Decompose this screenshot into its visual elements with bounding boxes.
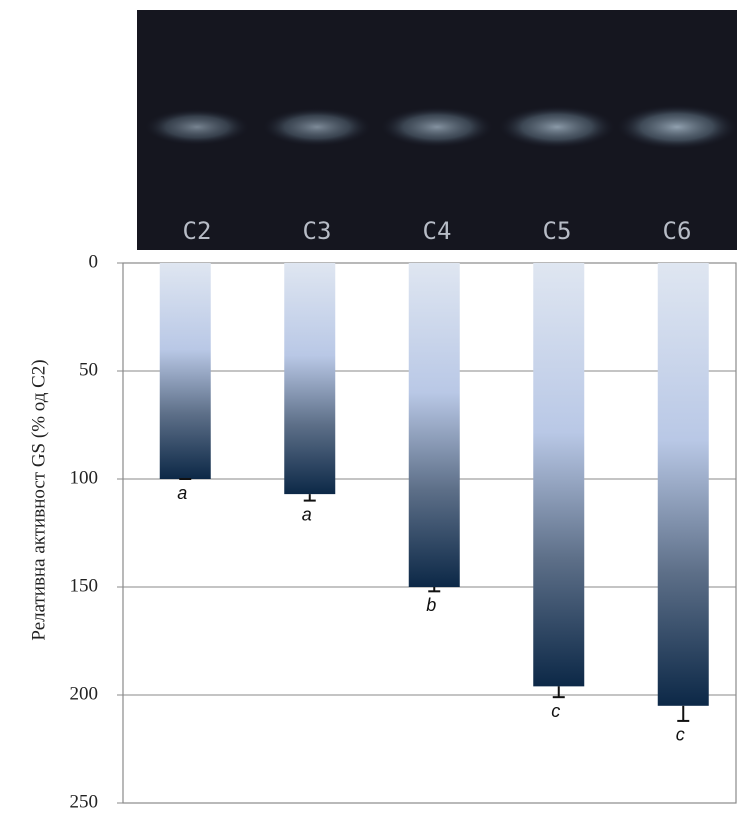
significance-letter: c	[676, 725, 685, 745]
y-tick-label: 100	[70, 467, 99, 488]
y-axis-label: Релативна активност GS (% од C2)	[28, 359, 49, 640]
bar	[159, 263, 211, 479]
gel-band	[145, 109, 249, 145]
y-tick-label: 250	[70, 791, 99, 812]
significance-letter: a	[177, 483, 187, 503]
bar	[408, 263, 460, 587]
bar	[657, 263, 709, 706]
gel-band	[263, 108, 371, 146]
y-tick-label: 200	[70, 683, 99, 704]
y-tick-label: 150	[70, 575, 99, 596]
significance-letter: b	[426, 595, 436, 615]
y-tick-label: 50	[79, 359, 98, 380]
gel-band	[381, 107, 493, 147]
bar	[533, 263, 585, 687]
lane-label: C6	[663, 217, 692, 245]
gel-band	[617, 105, 737, 149]
significance-letter: a	[302, 504, 312, 524]
lane-label: C5	[543, 217, 572, 245]
y-tick-label: 0	[89, 251, 99, 272]
gel-band	[499, 106, 615, 148]
significance-letter: c	[551, 701, 560, 721]
lane-label: C3	[303, 217, 332, 245]
lane-label: C4	[423, 217, 452, 245]
bar	[284, 263, 336, 495]
lane-label: C2	[183, 217, 212, 245]
